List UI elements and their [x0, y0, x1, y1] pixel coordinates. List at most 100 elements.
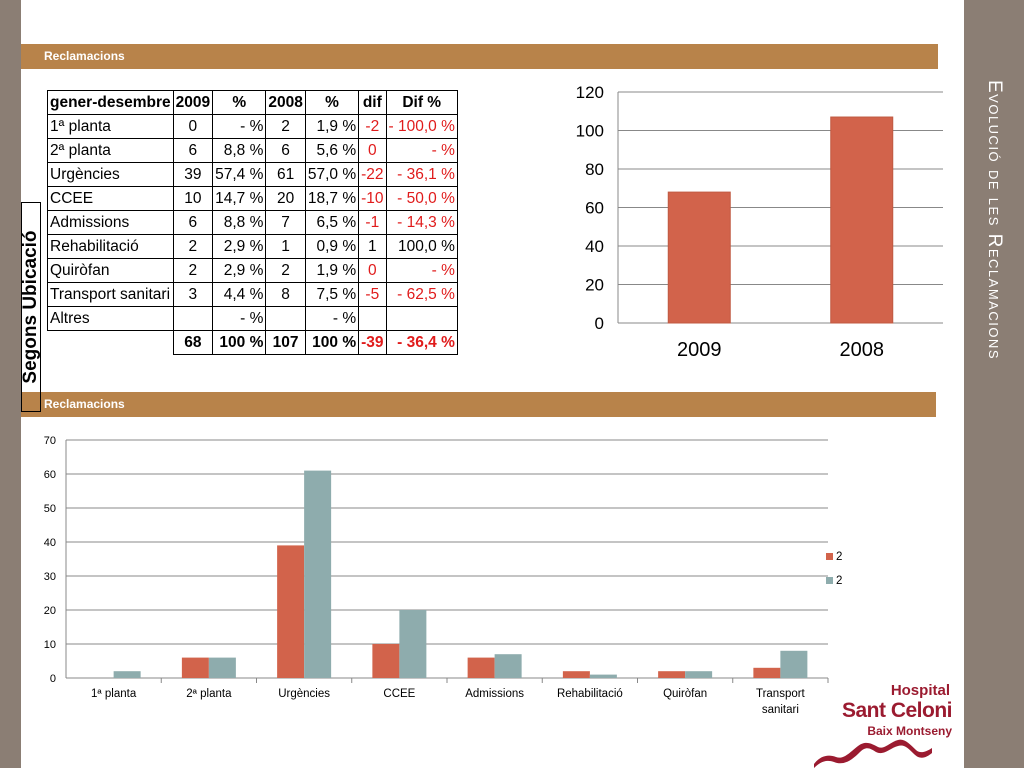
- bar-2008-Transport sanitari: [780, 650, 808, 678]
- x-tick-label: Transport sanitari: [756, 688, 806, 716]
- table-cell: 2: [265, 258, 306, 283]
- table-cell: 2ª planta: [47, 138, 174, 163]
- logo-line-2: Sant Celoni: [842, 699, 952, 722]
- table-cell: -39: [358, 330, 387, 355]
- table-cell: 100 %: [304, 330, 360, 355]
- bar-2009-Admissions: [467, 657, 495, 678]
- table-cell: -2: [358, 114, 387, 139]
- location-table: gener-desembre 2009% 2008% dif Dif % 1ª plant…: [47, 90, 458, 355]
- x-tick-label: 2ª planta: [186, 688, 232, 700]
- table-cell: -5: [358, 282, 387, 307]
- table-cell: 3: [172, 282, 214, 307]
- table-row: 2ª planta 6 8,8 % 6 5,6 % 0- %: [47, 138, 458, 163]
- table-cell: 10: [172, 186, 214, 211]
- table-cell: 57,4 %: [212, 162, 267, 187]
- table-cell: 2008: [265, 90, 306, 115]
- table-cell: 1,9 %: [304, 114, 360, 139]
- table-cell: 20: [265, 186, 306, 211]
- y-tick-label: 40: [44, 537, 56, 549]
- table-cell: - %: [385, 258, 458, 283]
- slide-title: Evolució de les Reclamacions: [984, 79, 1005, 360]
- table-row: Urgències 39 57,4 % 61 57,0 % -22- 36,1 %: [47, 162, 458, 187]
- table-cell: - %: [304, 306, 360, 331]
- table-cell: 100 %: [212, 330, 267, 355]
- logo-line-1: Hospital: [891, 682, 950, 699]
- table-cell: %: [304, 90, 360, 115]
- y-tick-label: 60: [585, 199, 604, 218]
- table-cell: - 62,5 %: [385, 282, 458, 307]
- table-cell: 1,9 %: [304, 258, 360, 283]
- table-cell: [265, 306, 306, 331]
- table-cell: 0: [172, 114, 214, 139]
- table-cell: - %: [385, 138, 458, 163]
- table-cell: 1ª planta: [47, 114, 174, 139]
- legend-label: 2008: [836, 575, 842, 587]
- y-tick-label: 0: [50, 673, 56, 685]
- table-cell: [385, 306, 458, 331]
- table-cell: - 36,1 %: [385, 162, 458, 187]
- table-cell: 100,0 %: [385, 234, 458, 259]
- x-tick-label: Urgències: [278, 688, 330, 700]
- table-cell: Altres: [47, 306, 174, 331]
- table-cell: 8,8 %: [212, 210, 267, 235]
- bar-2009-Urgències: [277, 545, 305, 678]
- bar-2008-Admissions: [494, 654, 522, 678]
- table-cell: [358, 306, 387, 331]
- right-title-strip: [964, 0, 1024, 768]
- legend-swatch-2009: [826, 553, 833, 560]
- section-band-top: Reclamacions: [21, 44, 938, 69]
- table-cell: gener-desembre: [47, 90, 174, 115]
- table-cell: 1: [265, 234, 306, 259]
- bar-2009-Rehabilitació: [562, 671, 590, 678]
- table-cell: 61: [265, 162, 306, 187]
- table-header-row: gener-desembre 2009% 2008% dif Dif %: [47, 90, 458, 115]
- table-cell: 6: [172, 138, 214, 163]
- legend-swatch-2008: [826, 577, 833, 584]
- table-cell: Quiròfan: [47, 258, 174, 283]
- table-cell: 4,4 %: [212, 282, 267, 307]
- table-cell: 8: [265, 282, 306, 307]
- x-tick-label: Admissions: [465, 688, 524, 700]
- table-cell: [172, 306, 214, 331]
- table-cell: 14,7 %: [212, 186, 267, 211]
- section-band-bottom: Reclamacions: [21, 392, 936, 417]
- hospital-logo: Hospital Sant Celoni Baix Montseny: [814, 682, 953, 768]
- table-cell: 39: [172, 162, 214, 187]
- table-cell: 7,5 %: [304, 282, 360, 307]
- table-cell: 1: [358, 234, 387, 259]
- y-tick-label: 120: [576, 83, 604, 102]
- table-cell: CCEE: [47, 186, 174, 211]
- table-cell: -1: [358, 210, 387, 235]
- left-decorative-strip: [0, 0, 21, 768]
- bar-2008-2ª planta: [208, 657, 236, 678]
- bar-2008-Rehabilitació: [589, 674, 617, 678]
- y-tick-label: 40: [585, 237, 604, 256]
- table-cell: - %: [212, 114, 267, 139]
- table-cell: 6: [172, 210, 214, 235]
- table-cell: 2: [172, 234, 214, 259]
- table-cell: 57,0 %: [304, 162, 360, 187]
- table-row: Admissions 6 8,8 % 7 6,5 % -1- 14,3 %: [47, 210, 458, 235]
- table-row: Rehabilitació 2 2,9 % 1 0,9 % 1 100,0 %: [47, 234, 458, 259]
- y-tick-label: 70: [44, 435, 56, 447]
- bar-2008-CCEE: [399, 610, 427, 678]
- table-cell: Urgències: [47, 162, 174, 187]
- table-cell: Dif %: [385, 90, 458, 115]
- y-tick-label: 20: [585, 276, 604, 295]
- bar-2009-CCEE: [372, 644, 400, 678]
- table-cell: - 100,0 %: [385, 114, 458, 139]
- table-cell: 2: [265, 114, 306, 139]
- x-tick-label: CCEE: [383, 688, 415, 700]
- table-cell: - 36,4 %: [385, 330, 458, 355]
- x-tick-label: Rehabilitació: [557, 688, 623, 700]
- legend-label: 2009: [836, 551, 842, 563]
- table-row: Transport sanitari 3 4,4 % 8 7,5 % -5- 62,5 %: [47, 282, 458, 307]
- table-cell: 0: [358, 138, 387, 163]
- bar-2009: [667, 191, 731, 324]
- y-tick-label: 20: [44, 605, 56, 617]
- table-cell: Rehabilitació: [47, 234, 174, 259]
- table-cell: 2: [172, 258, 214, 283]
- table-cell: [47, 330, 174, 355]
- table-row: CCEE 10 14,7 % 20 18,7 % -10- 50,0 %: [47, 186, 458, 211]
- table-cell: 6: [265, 138, 306, 163]
